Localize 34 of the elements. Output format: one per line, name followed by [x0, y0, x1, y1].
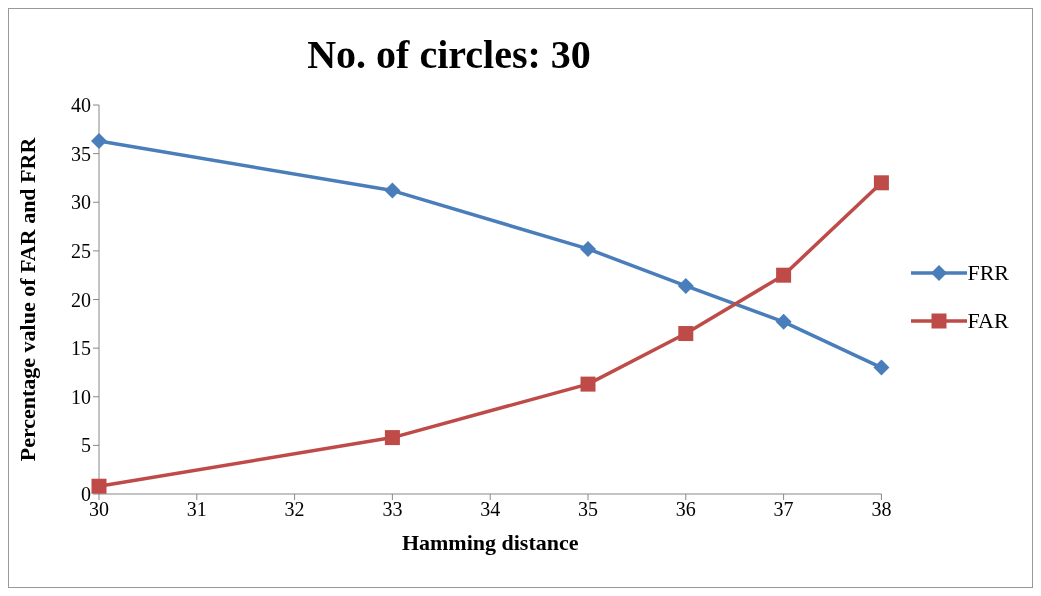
y-tick-label: 20 — [71, 288, 91, 311]
x-tick-label: 31 — [186, 498, 207, 521]
point — [775, 313, 792, 330]
point — [91, 478, 107, 494]
point — [677, 277, 694, 294]
x-tick-label: 32 — [284, 498, 305, 521]
x-tick-label: 38 — [871, 498, 892, 521]
x-tick-label: 37 — [773, 498, 794, 521]
point — [384, 430, 400, 446]
legend-label: FRR — [967, 259, 1009, 286]
y-axis-title: Percentage value of FAR and FRR — [14, 136, 40, 462]
x-tick-label: 33 — [382, 498, 403, 521]
y-tick-label: 5 — [81, 434, 91, 457]
point — [873, 175, 889, 191]
point — [678, 326, 694, 342]
y-tick-label: 30 — [71, 191, 91, 214]
y-tick-label: 0 — [81, 483, 91, 506]
x-tick-label: 34 — [480, 498, 501, 521]
x-tick-label: 35 — [578, 498, 598, 521]
y-tick-label: 10 — [71, 385, 91, 408]
legend-label: FAR — [967, 307, 1009, 334]
point — [91, 132, 107, 149]
point — [580, 240, 596, 257]
y-tick-label: 40 — [71, 94, 91, 117]
point — [384, 182, 401, 199]
point — [776, 267, 792, 283]
y-tick-label: 35 — [71, 142, 91, 165]
y-tick-label: 15 — [71, 337, 91, 360]
x-axis-title: Hamming distance — [401, 530, 579, 555]
point — [580, 376, 596, 392]
chart-title: No. of circles: 30 — [306, 31, 592, 78]
x-tick-label: 36 — [675, 498, 696, 521]
y-tick-label: 25 — [71, 239, 91, 262]
point — [873, 359, 890, 376]
